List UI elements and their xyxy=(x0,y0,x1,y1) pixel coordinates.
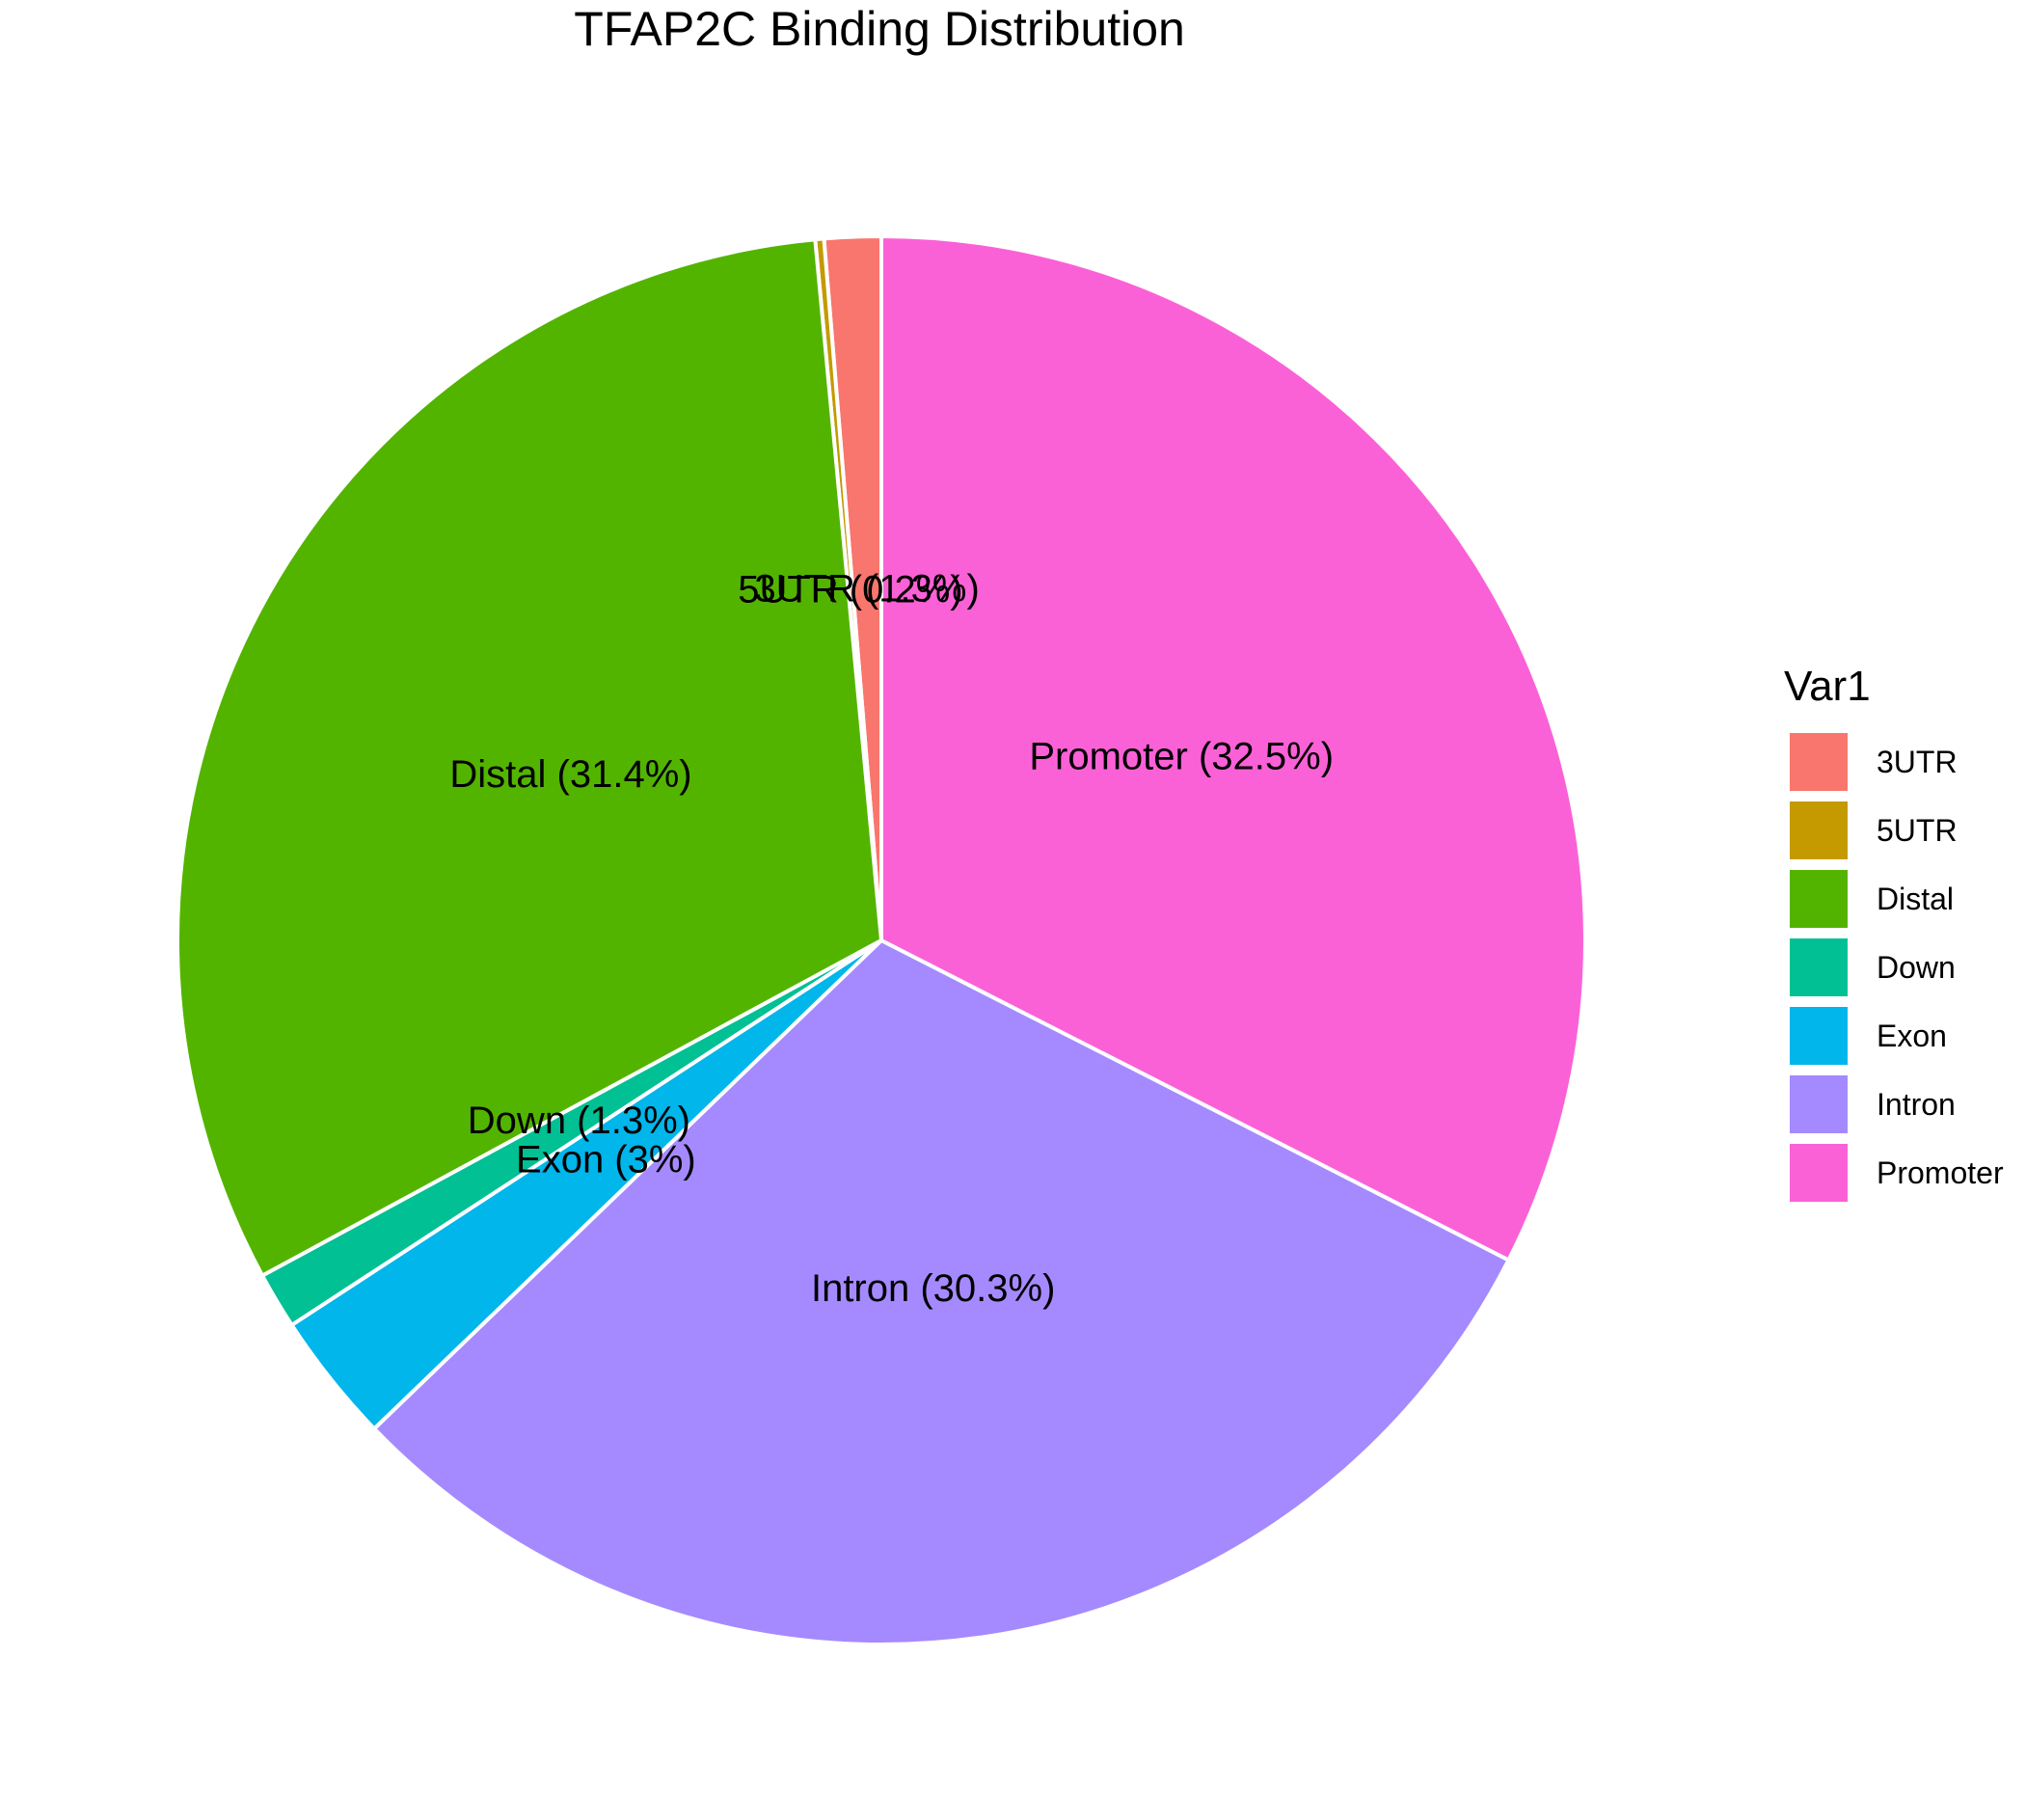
slice-label-exon: Exon (3%) xyxy=(516,1138,696,1181)
slice-label-5utr: 5UTR (0.2%) xyxy=(738,568,962,611)
slice-label-down: Down (1.3%) xyxy=(468,1100,690,1142)
pie-slice-labels: 3UTR (1.3%)5UTR (0.2%) Distal (31.4%) Down… xyxy=(449,567,1334,1310)
legend-key-distal xyxy=(1790,870,1848,928)
legend-key-5utr xyxy=(1790,801,1848,859)
legend-key-exon xyxy=(1790,1007,1848,1065)
slice-label-intron: Intron (30.3%) xyxy=(811,1267,1055,1310)
slice-label-promoter: Promoter (32.5%) xyxy=(1029,735,1334,777)
legend-label-5utr: 5UTR xyxy=(1877,813,1958,848)
pie-slices xyxy=(176,233,1587,1646)
pie-slice-distal xyxy=(176,237,883,1278)
pie-slice-promoter xyxy=(879,234,1587,1263)
legend-key-3utr xyxy=(1790,733,1848,791)
legend-key-down xyxy=(1790,938,1848,996)
slice-label-3utr: 3UTR (1.3%) xyxy=(754,567,979,610)
legend-label-down: Down xyxy=(1877,950,1956,985)
legend-title: Var1 xyxy=(1784,663,1871,710)
legend-key-promoter xyxy=(1790,1144,1848,1202)
legend-label-promoter: Promoter xyxy=(1877,1155,2004,1190)
legend: 3UTR 5UTR Distal Down Exon Intron Promoter xyxy=(1790,733,2004,1202)
legend-key-intron xyxy=(1790,1075,1848,1133)
legend-label-distal: Distal xyxy=(1877,882,1954,916)
chart-title: TFAP2C Binding Distribution xyxy=(574,2,1185,56)
slice-label-distal: Distal (31.4%) xyxy=(449,753,691,796)
legend-label-exon: Exon xyxy=(1877,1019,1947,1053)
legend-label-3utr: 3UTR xyxy=(1877,745,1958,779)
legend-label-intron: Intron xyxy=(1877,1087,1956,1122)
